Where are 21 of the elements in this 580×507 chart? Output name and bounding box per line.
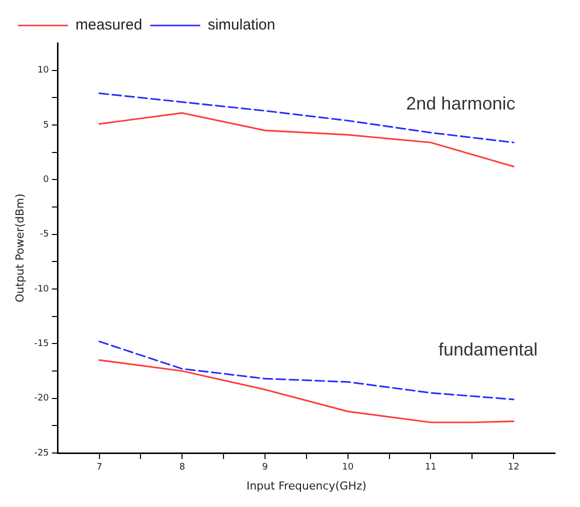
y-tick-label: -5 — [40, 230, 49, 240]
y-axis-title: Output Power(dBm) — [13, 194, 26, 302]
y-tick-label: -15 — [34, 339, 49, 350]
x-tick-label: 11 — [425, 462, 436, 473]
y-tick-label: 5 — [43, 120, 49, 130]
y-tick-label: -25 — [34, 448, 49, 458]
x-tick-label: 10 — [342, 462, 354, 473]
legend-label: simulation — [208, 16, 276, 34]
x-tick-label: 7 — [96, 462, 102, 473]
y-tick-label: 10 — [37, 66, 50, 76]
x-axis-title: Input Frequency(GHz) — [246, 479, 366, 492]
y-tick-label: -10 — [34, 284, 50, 294]
annotation: 2nd harmonic — [406, 93, 516, 114]
x-tick-label: 9 — [262, 462, 268, 473]
x-tick-label: 12 — [508, 462, 520, 473]
legend-label: measured — [76, 16, 142, 34]
y-tick-label: 0 — [43, 175, 50, 186]
line-series — [98, 92, 514, 144]
annotation: fundamental — [438, 339, 538, 360]
y-tick-label: -20 — [34, 394, 50, 404]
x-tick-label: 8 — [179, 462, 186, 473]
